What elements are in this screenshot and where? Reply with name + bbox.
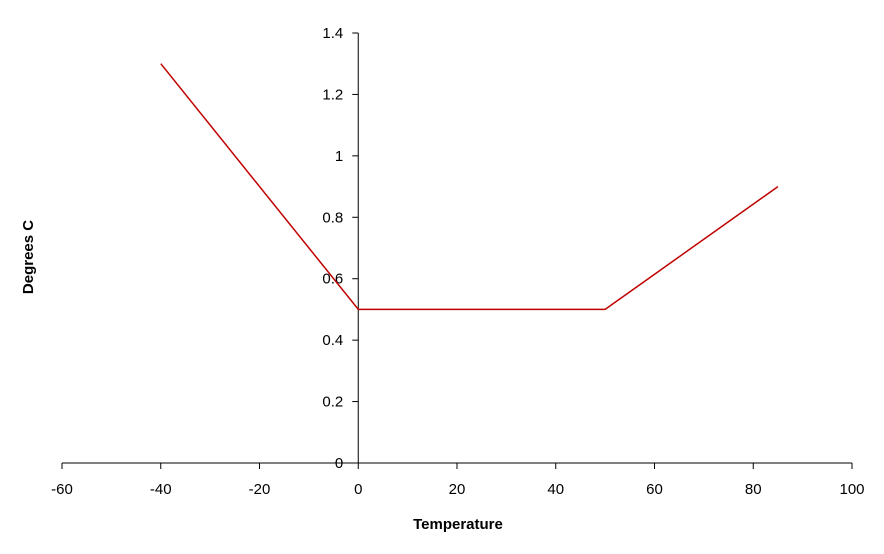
x-tick-label: 80 bbox=[745, 481, 762, 498]
x-tick-label: 60 bbox=[646, 481, 663, 498]
y-tick-label: 1 bbox=[335, 148, 343, 165]
x-tick-label: 0 bbox=[354, 481, 362, 498]
x-tick-label: -20 bbox=[249, 481, 271, 498]
x-tick-label: -60 bbox=[51, 481, 73, 498]
x-axis: -60 -40 -20 0 20 40 60 80 100 bbox=[51, 462, 865, 498]
y-tick-label: 0 bbox=[335, 455, 343, 472]
y-tick-label: 1.2 bbox=[322, 86, 343, 103]
x-axis-title: Temperature bbox=[413, 516, 503, 533]
y-tick-label: 1.4 bbox=[322, 25, 343, 42]
y-tick-label: 0.6 bbox=[322, 271, 343, 288]
series-line bbox=[160, 63, 779, 311]
x-tick-label: 100 bbox=[839, 481, 864, 498]
x-tick-label: -40 bbox=[150, 481, 172, 498]
y-tick-label: 0.4 bbox=[322, 332, 343, 349]
y-axis: 0 0.2 0.4 0.6 0.8 1 1.2 1.4 bbox=[322, 25, 359, 472]
y-tick-label: 0.8 bbox=[322, 209, 343, 226]
x-tick-label: 20 bbox=[449, 481, 466, 498]
y-axis-title: Degrees C bbox=[20, 220, 37, 294]
series-layer bbox=[160, 63, 779, 311]
x-tick-label: 40 bbox=[547, 481, 564, 498]
y-tick-label: 0.2 bbox=[322, 394, 343, 411]
